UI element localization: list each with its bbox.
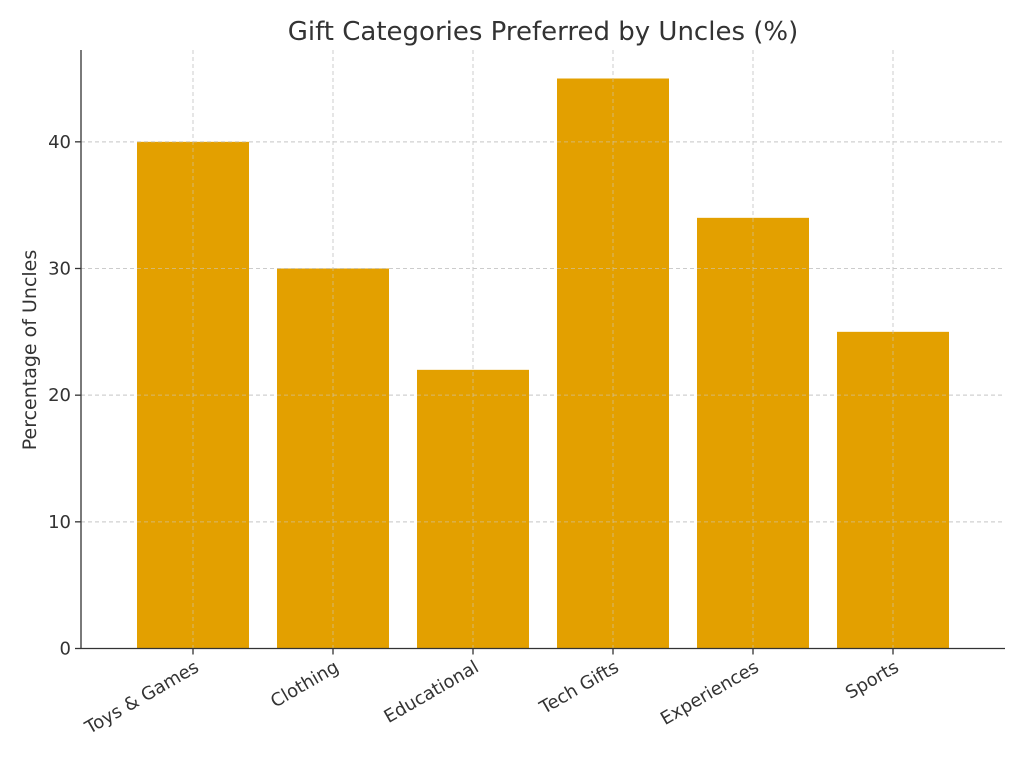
x-tick-label: Sports bbox=[842, 657, 902, 704]
y-tick-label: 20 bbox=[48, 385, 71, 406]
x-tick-label: Tech Gifts bbox=[535, 657, 622, 719]
y-ticks: 0 10 20 30 40 bbox=[48, 132, 81, 660]
bar bbox=[837, 331, 949, 649]
x-tick-label: Educational bbox=[380, 657, 482, 728]
bar bbox=[557, 78, 669, 649]
y-tick-label: 40 bbox=[48, 132, 71, 153]
x-tick-label: Clothing bbox=[267, 657, 342, 713]
y-tick-label: 0 bbox=[60, 639, 71, 660]
y-tick-label: 10 bbox=[48, 512, 71, 533]
chart-title: Gift Categories Preferred by Uncles (%) bbox=[288, 17, 799, 47]
bars-layer bbox=[81, 50, 1005, 649]
x-ticks: Toys & Games Clothing Educational Tech Gift… bbox=[81, 648, 903, 739]
axes-layer bbox=[80, 50, 1005, 650]
x-tick-label: Toys & Games bbox=[81, 657, 203, 739]
y-axis-label: Percentage of Uncles bbox=[19, 250, 41, 451]
x-tick-label: Experiences bbox=[657, 657, 763, 730]
y-tick-label: 30 bbox=[48, 259, 71, 280]
